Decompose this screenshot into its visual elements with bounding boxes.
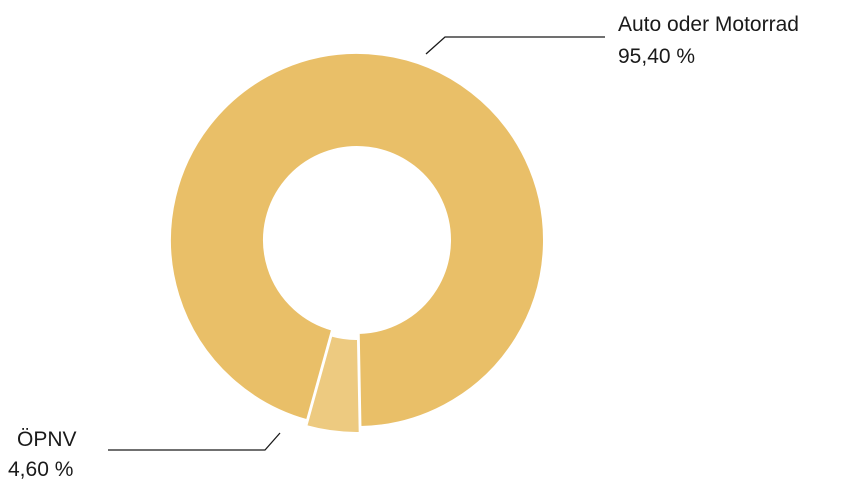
slice-label-opnv-name: ÖPNV — [17, 428, 77, 451]
slice-label-opnv: ÖPNV 4,60 % — [8, 428, 281, 481]
slice-label-opnv-value: 4,60 % — [8, 458, 73, 481]
leader-line-auto — [425, 36, 605, 55]
donut-slices — [169, 52, 545, 434]
slice-label-auto-name: Auto oder Motorrad — [618, 13, 799, 36]
slice-auto-oder-motorrad — [169, 52, 545, 428]
slice-label-auto-value: 95,40 % — [618, 45, 695, 68]
leader-line-opnv — [108, 432, 281, 451]
slice-opnv — [305, 334, 361, 434]
slice-label-auto: Auto oder Motorrad 95,40 % — [425, 13, 799, 68]
